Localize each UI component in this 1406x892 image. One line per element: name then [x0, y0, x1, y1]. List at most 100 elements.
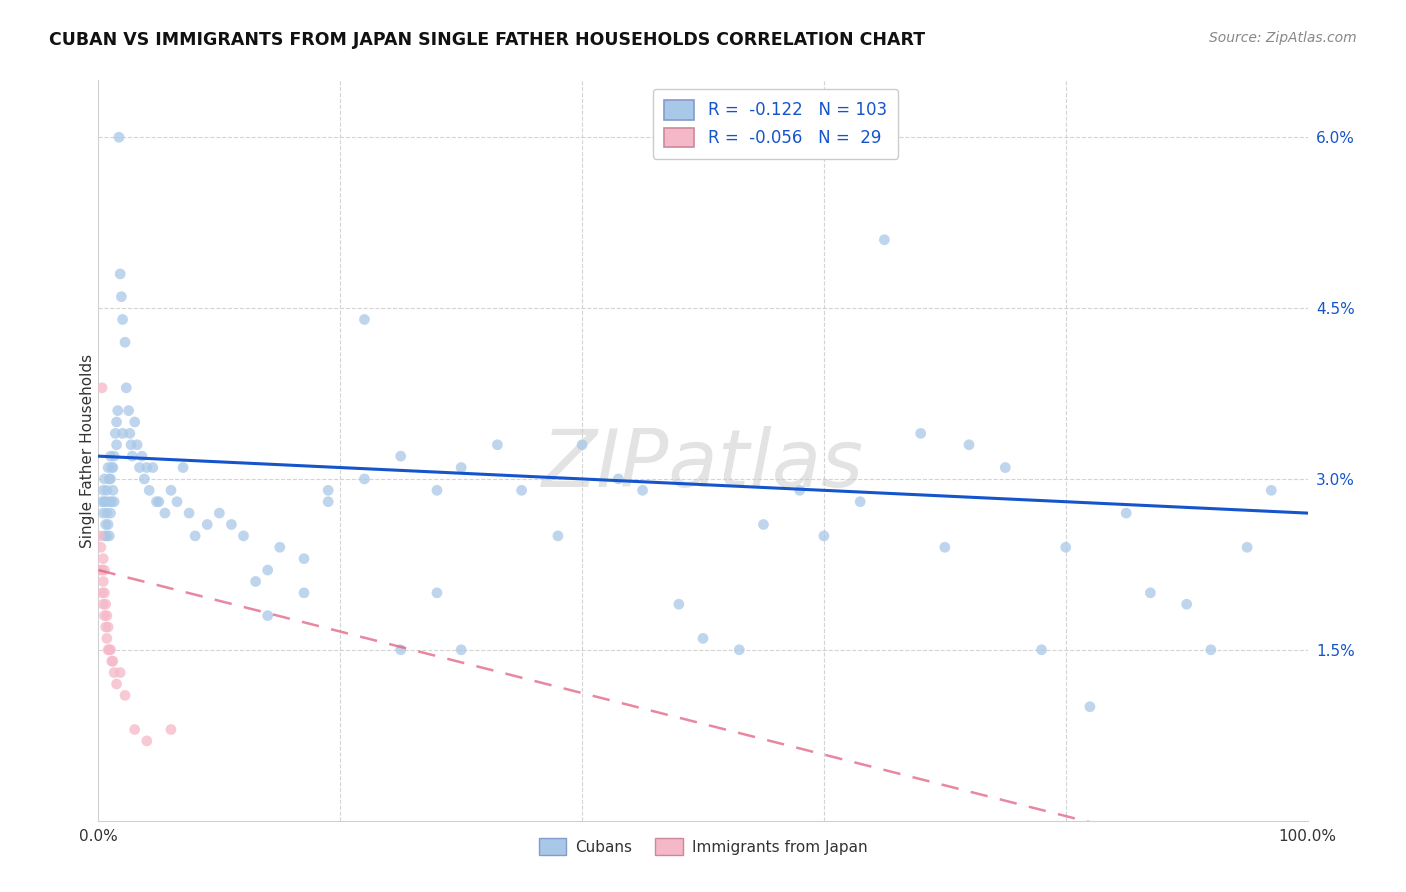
Point: [118, 426, 141, 441]
Text: CUBAN VS IMMIGRANTS FROM JAPAN SINGLE FATHER HOUSEHOLDS CORRELATION CHART: CUBAN VS IMMIGRANTS FROM JAPAN SINGLE FA…: [49, 31, 925, 49]
Point: [93, 563, 115, 577]
Point: [91, 494, 114, 508]
Point: [353, 472, 375, 486]
Point: [114, 335, 136, 350]
Point: [910, 426, 932, 441]
Point: [94, 620, 117, 634]
Point: [110, 290, 132, 304]
Point: [631, 483, 654, 498]
Point: [101, 654, 124, 668]
Point: [145, 494, 167, 508]
Point: [934, 541, 956, 555]
Point: [184, 529, 207, 543]
Point: [353, 312, 375, 326]
Point: [426, 483, 449, 498]
Point: [166, 494, 188, 508]
Point: [91, 551, 114, 566]
Text: Source: ZipAtlas.com: Source: ZipAtlas.com: [1209, 31, 1357, 45]
Point: [1054, 541, 1077, 555]
Point: [111, 312, 134, 326]
Point: [91, 574, 114, 589]
Point: [98, 494, 121, 508]
Point: [108, 130, 131, 145]
Point: [118, 403, 141, 417]
Point: [105, 415, 128, 429]
Point: [103, 665, 125, 680]
Point: [813, 529, 835, 543]
Point: [571, 438, 593, 452]
Point: [93, 494, 115, 508]
Point: [94, 517, 117, 532]
Point: [100, 642, 122, 657]
Point: [128, 460, 150, 475]
Text: ZIPatlas: ZIPatlas: [541, 426, 865, 504]
Point: [93, 608, 115, 623]
Point: [100, 472, 122, 486]
Point: [316, 494, 339, 508]
Point: [100, 506, 122, 520]
Point: [120, 438, 142, 452]
Point: [179, 506, 201, 520]
Point: [1199, 642, 1222, 657]
Point: [547, 529, 569, 543]
Point: [1175, 597, 1198, 611]
Point: [96, 506, 118, 520]
Point: [127, 438, 149, 452]
Point: [103, 449, 125, 463]
Point: [172, 460, 194, 475]
Point: [91, 586, 114, 600]
Point: [105, 677, 128, 691]
Point: [849, 494, 872, 508]
Point: [292, 586, 315, 600]
Point: [256, 563, 278, 577]
Point: [292, 551, 315, 566]
Point: [108, 665, 131, 680]
Point: [98, 642, 121, 657]
Point: [752, 517, 775, 532]
Point: [96, 483, 118, 498]
Point: [510, 483, 533, 498]
Point: [607, 472, 630, 486]
Point: [91, 506, 114, 520]
Point: [994, 460, 1017, 475]
Point: [89, 529, 111, 543]
Point: [486, 438, 509, 452]
Point: [269, 541, 291, 555]
Point: [91, 483, 114, 498]
Point: [91, 563, 114, 577]
Point: [245, 574, 267, 589]
Point: [160, 483, 183, 498]
Point: [873, 233, 896, 247]
Point: [256, 608, 278, 623]
Point: [90, 541, 112, 555]
Point: [1115, 506, 1137, 520]
Point: [97, 620, 120, 634]
Y-axis label: Single Father Households: Single Father Households: [80, 353, 94, 548]
Point: [450, 460, 472, 475]
Point: [104, 426, 127, 441]
Point: [1236, 541, 1258, 555]
Point: [96, 632, 118, 646]
Point: [135, 734, 157, 748]
Point: [107, 403, 129, 417]
Point: [93, 529, 115, 543]
Point: [100, 654, 122, 668]
Point: [108, 267, 131, 281]
Point: [957, 438, 980, 452]
Point: [728, 642, 751, 657]
Point: [148, 494, 170, 508]
Point: [90, 563, 112, 577]
Point: [316, 483, 339, 498]
Point: [208, 506, 231, 520]
Point: [389, 449, 412, 463]
Point: [121, 449, 143, 463]
Point: [221, 517, 243, 532]
Point: [96, 608, 118, 623]
Point: [195, 517, 218, 532]
Point: [232, 529, 254, 543]
Point: [668, 597, 690, 611]
Point: [115, 381, 138, 395]
Point: [1031, 642, 1053, 657]
Point: [100, 494, 122, 508]
Point: [97, 460, 120, 475]
